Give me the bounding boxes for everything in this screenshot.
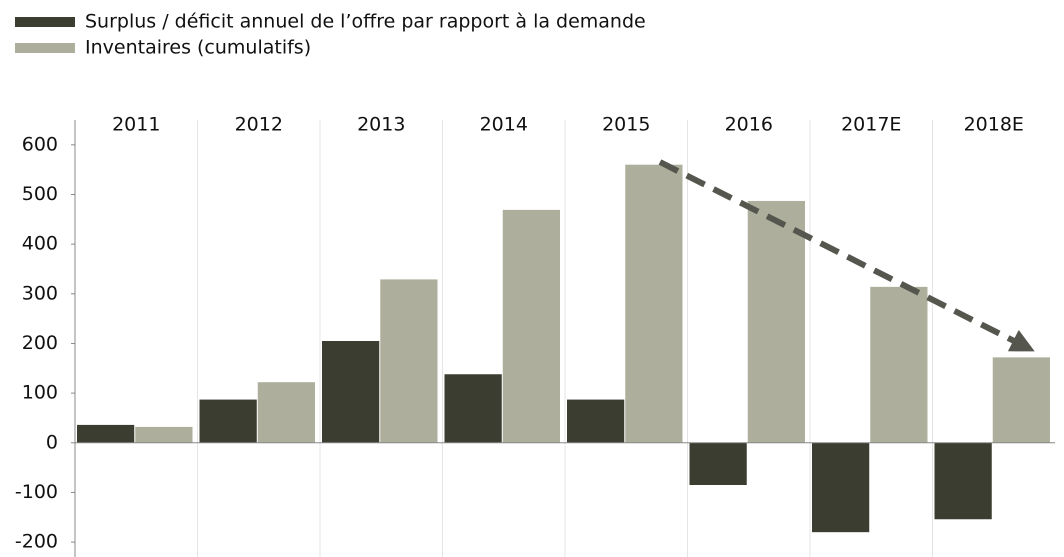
category-label: 2017E: [841, 114, 901, 136]
bar: [322, 340, 380, 443]
legend-swatch: [15, 17, 75, 27]
y-tick-label: -200: [15, 531, 58, 553]
y-tick-label: 600: [22, 133, 58, 155]
bar: [747, 200, 805, 443]
y-tick-label: 300: [22, 282, 58, 304]
category-label: 2011: [112, 114, 160, 136]
bar: [135, 426, 193, 443]
y-tick-label: -100: [15, 481, 58, 503]
trend-arrow: [658, 159, 1035, 352]
legend-label: Inventaires (cumulatifs): [85, 37, 311, 59]
y-tick-label: 500: [22, 183, 58, 205]
legend-label: Surplus / déficit annuel de l’offre par …: [85, 11, 646, 33]
bar: [257, 382, 315, 443]
y-tick-label: 0: [46, 431, 58, 453]
y-tick-label: 100: [22, 382, 58, 404]
bar: [199, 399, 257, 443]
bar: [934, 442, 992, 520]
category-label: 2012: [235, 114, 283, 136]
y-tick-label: 400: [22, 233, 58, 255]
bar: [502, 209, 560, 443]
category-label: 2015: [602, 114, 650, 136]
category-label: 2013: [357, 114, 405, 136]
bar: [689, 442, 747, 485]
legend-swatch: [15, 43, 75, 53]
bar: [812, 442, 870, 533]
bar: [870, 286, 928, 443]
bar: [992, 357, 1050, 443]
bar: [567, 399, 625, 443]
bar: [625, 164, 683, 443]
y-tick-label: 200: [22, 332, 58, 354]
category-label: 2014: [480, 114, 528, 136]
bar: [380, 279, 438, 443]
category-label: 2018E: [964, 114, 1024, 136]
bar: [444, 374, 502, 443]
bar: [77, 424, 135, 443]
category-label: 2016: [725, 114, 773, 136]
